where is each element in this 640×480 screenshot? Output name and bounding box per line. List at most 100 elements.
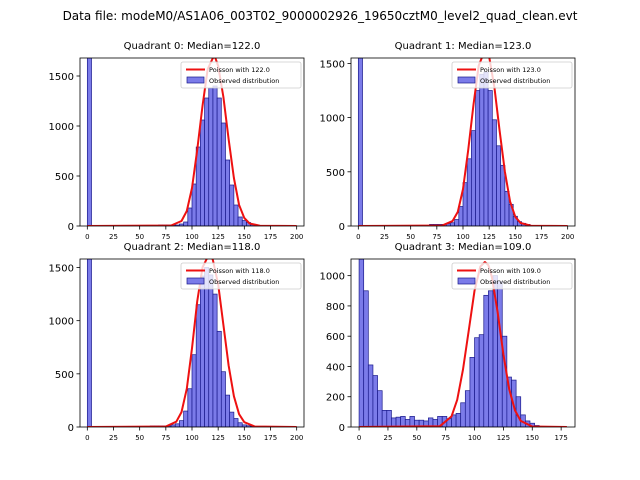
histogram-bar	[450, 222, 455, 226]
histogram-bar	[487, 90, 493, 226]
histogram-bar	[200, 275, 205, 427]
histogram-bar	[86, 58, 92, 226]
histogram-bar	[220, 122, 226, 226]
histogram-bar	[195, 304, 201, 427]
histogram-bar	[454, 219, 460, 226]
legend-observed-swatch	[457, 76, 476, 84]
x-axis: 0 25 50 75 100 125 150 175 200	[85, 226, 303, 241]
histogram-bar	[191, 354, 197, 427]
y-axis: 0 500 1000 1500	[49, 264, 80, 434]
histogram-bar	[500, 164, 506, 226]
y-tick-label: 1500	[49, 264, 74, 275]
x-tick-label: 125	[482, 233, 495, 241]
x-tick-label: 25	[109, 233, 118, 241]
x-tick-label: 0	[357, 434, 361, 442]
histogram-bar	[357, 58, 363, 226]
y-tick-label: 0	[339, 423, 345, 434]
x-tick-label: 25	[109, 434, 118, 442]
y-tick-label: 1000	[320, 114, 345, 125]
legend-box	[451, 61, 573, 89]
histogram-bar	[229, 411, 235, 427]
histogram-bar	[386, 410, 392, 427]
histogram-bar	[183, 221, 189, 226]
legend-box	[180, 61, 302, 89]
legend-observed-label: Observed distribution	[480, 77, 550, 85]
histogram-bar	[496, 145, 502, 226]
subplot-quadrant-0: Quadrant 0: Median=122.0 0 25 50 75 100 125 150…	[49, 41, 305, 241]
subplot-title: Quadrant 2: Median=118.0	[124, 242, 261, 253]
x-tick-label: 150	[238, 434, 251, 442]
poisson-curve	[87, 58, 297, 226]
histogram-bar	[479, 73, 485, 226]
histogram-bar	[358, 259, 365, 427]
legend-box	[451, 262, 573, 290]
x-tick-label: 100	[456, 233, 469, 241]
x-tick-label: 0	[85, 233, 89, 241]
x-tick-label: 75	[432, 233, 441, 241]
x-tick-label: 175	[264, 233, 277, 241]
x-tick-label: 75	[441, 434, 450, 442]
figure-suptitle: Data file: modeM0/AS1A06_003T02_90000029…	[63, 9, 578, 23]
histogram-bar	[460, 402, 466, 427]
legend-observed-swatch	[186, 76, 205, 84]
histogram-bar	[225, 159, 231, 226]
histogram-bar	[372, 375, 378, 427]
legend-observed-label: Observed distribution	[209, 278, 279, 286]
y-tick-label: 600	[326, 332, 345, 343]
histogram-bar	[458, 206, 464, 226]
subplot-grid: Quadrant 0: Median=122.0 0 25 50 75 100 125 150…	[49, 41, 576, 442]
y-axis: 0 200 400 600 800 1000	[320, 272, 351, 434]
x-tick-label: 0	[85, 434, 89, 442]
histogram-bar	[216, 97, 222, 226]
x-tick-label: 125	[211, 233, 224, 241]
subplot-title: Quadrant 0: Median=122.0	[124, 41, 261, 52]
x-tick-label: 125	[211, 434, 224, 442]
histogram-bar	[179, 420, 184, 427]
x-tick-label: 150	[509, 233, 522, 241]
histogram-bar	[391, 417, 397, 427]
y-tick-label: 1500	[49, 72, 74, 83]
histogram-bar	[225, 394, 231, 427]
y-tick-label: 0	[339, 222, 345, 233]
legend-poisson-label: Poisson with 123.0	[480, 66, 541, 74]
y-tick-label: 400	[326, 362, 345, 373]
histogram-bar	[400, 416, 406, 427]
histogram-bar	[204, 97, 210, 226]
histogram-bars	[357, 58, 535, 226]
histogram-bar	[174, 423, 180, 427]
histogram-bar	[208, 87, 214, 226]
x-tick-label: 100	[185, 434, 198, 442]
x-tick-label: 150	[238, 233, 251, 241]
x-axis: 0 25 50 75 100 125 150 175	[357, 427, 568, 442]
histogram-bar	[212, 85, 218, 226]
subplot-title: Quadrant 3: Median=109.0	[395, 242, 532, 253]
y-tick-label: 1500	[320, 59, 345, 70]
histogram-bar	[471, 130, 476, 226]
x-tick-label: 25	[380, 233, 389, 241]
y-tick-label: 500	[55, 370, 74, 381]
legend: Poisson with 109.0 Observed distribution	[451, 262, 573, 290]
y-axis: 0 500 1000 1500	[49, 72, 80, 233]
histogram-bar	[237, 216, 243, 226]
histogram-bar	[208, 274, 214, 427]
legend-observed-swatch	[186, 277, 205, 285]
subplot-quadrant-3: Quadrant 3: Median=109.0 0 25 50 75 100 125 150…	[320, 242, 576, 442]
histogram-bar	[229, 184, 235, 226]
y-tick-label: 800	[326, 302, 345, 313]
x-tick-label: 200	[290, 233, 303, 241]
legend: Poisson with 123.0 Observed distribution	[451, 61, 573, 89]
x-tick-label: 50	[406, 233, 415, 241]
histogram-bar	[497, 281, 503, 427]
histogram-bar	[212, 293, 218, 427]
y-tick-label: 200	[326, 393, 345, 404]
x-tick-label: 100	[468, 434, 481, 442]
histogram-bar	[478, 334, 485, 427]
y-tick-label: 1000	[49, 122, 74, 133]
subplot-quadrant-1: Quadrant 1: Median=123.0 0 25 50 75 100 125 150…	[320, 41, 576, 241]
subplot-title: Quadrant 1: Median=123.0	[395, 41, 532, 52]
histogram-bar	[409, 416, 415, 427]
legend-observed-label: Observed distribution	[209, 77, 279, 85]
x-tick-label: 175	[264, 434, 277, 442]
histogram-bar	[233, 204, 239, 226]
x-tick-label: 50	[135, 233, 144, 241]
